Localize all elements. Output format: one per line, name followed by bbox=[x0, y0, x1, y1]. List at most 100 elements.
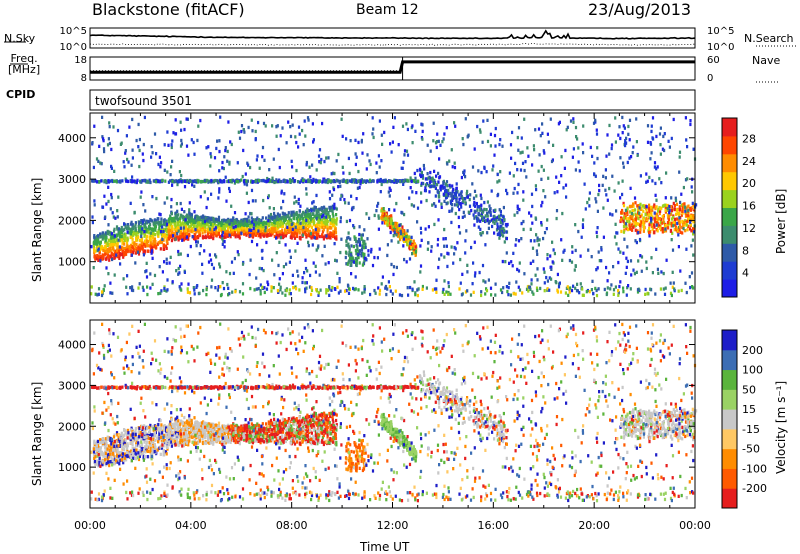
power-echo bbox=[131, 241, 134, 245]
power-echo bbox=[350, 254, 353, 259]
power-echo bbox=[378, 247, 381, 251]
power-echo bbox=[456, 241, 459, 245]
power-echo bbox=[577, 160, 580, 164]
power-echo bbox=[250, 212, 253, 216]
power-echo bbox=[93, 179, 96, 183]
power-echo bbox=[473, 223, 476, 227]
power-echo bbox=[143, 115, 146, 120]
power-echo bbox=[268, 206, 271, 210]
power-echo bbox=[442, 237, 445, 241]
power-echo bbox=[206, 179, 209, 183]
power-echo bbox=[591, 154, 594, 158]
power-echo bbox=[288, 222, 291, 226]
power-echo bbox=[228, 233, 231, 237]
power-echo bbox=[107, 185, 110, 189]
power-echo bbox=[655, 167, 658, 171]
power-echo bbox=[98, 144, 101, 148]
power-echo bbox=[673, 223, 676, 227]
power-echo bbox=[319, 288, 322, 292]
power-echo bbox=[310, 209, 313, 213]
power-echo bbox=[619, 136, 622, 141]
power-echo bbox=[343, 198, 346, 202]
power-echo bbox=[133, 210, 136, 215]
power-echo bbox=[629, 186, 632, 190]
power-echo bbox=[651, 215, 654, 219]
power-echo bbox=[411, 252, 414, 256]
power-echo bbox=[154, 233, 157, 237]
power-echo bbox=[282, 220, 285, 224]
power-echo bbox=[540, 177, 543, 181]
power-echo bbox=[169, 216, 172, 220]
power-echo bbox=[487, 221, 490, 225]
power-echo bbox=[375, 161, 378, 165]
power-echo bbox=[608, 152, 611, 156]
power-echo bbox=[372, 179, 375, 183]
power-echo bbox=[234, 219, 237, 223]
power-echo bbox=[142, 142, 145, 147]
power-echo bbox=[348, 256, 352, 260]
power-echo bbox=[335, 207, 338, 211]
power-echo bbox=[429, 179, 432, 183]
power-echo bbox=[507, 285, 510, 290]
power-echo bbox=[534, 216, 537, 220]
power-echo bbox=[315, 236, 318, 240]
power-echo bbox=[305, 187, 308, 191]
power-echo bbox=[362, 252, 365, 256]
power-echo bbox=[389, 179, 392, 183]
power-echo bbox=[535, 286, 539, 290]
power-echo bbox=[650, 124, 653, 128]
power-echo bbox=[629, 215, 632, 219]
power-echo bbox=[543, 151, 546, 155]
power-echo bbox=[377, 201, 380, 206]
power-echo bbox=[561, 211, 564, 216]
power-echo bbox=[155, 180, 158, 184]
power-echo bbox=[322, 228, 325, 232]
power-echo bbox=[680, 213, 683, 217]
power-echo bbox=[355, 180, 358, 184]
power-echo bbox=[102, 248, 105, 253]
power-echo bbox=[273, 220, 276, 225]
power-echo bbox=[664, 286, 667, 290]
power-echo bbox=[328, 179, 331, 183]
power-echo bbox=[662, 271, 665, 276]
power-echo bbox=[406, 243, 409, 247]
power-echo bbox=[247, 200, 250, 205]
power-echo bbox=[295, 200, 298, 204]
power-echo bbox=[446, 251, 449, 255]
power-echo bbox=[381, 142, 384, 146]
power-echo bbox=[387, 219, 390, 223]
power-echo bbox=[279, 220, 282, 224]
power-echo bbox=[457, 225, 461, 229]
power-echo bbox=[666, 206, 669, 211]
power-echo bbox=[218, 139, 221, 143]
power-echo bbox=[276, 227, 279, 231]
power-echo bbox=[227, 226, 230, 230]
power-echo bbox=[320, 215, 323, 219]
power-echo bbox=[462, 199, 465, 203]
power-echo bbox=[496, 222, 499, 226]
power-echo bbox=[173, 216, 176, 220]
power-echo bbox=[516, 168, 519, 172]
power-echo bbox=[298, 230, 301, 234]
power-echo bbox=[273, 227, 276, 231]
power-echo bbox=[655, 134, 658, 139]
power-echo bbox=[329, 218, 332, 222]
power-echo bbox=[412, 251, 415, 255]
power-echo bbox=[171, 230, 174, 234]
power-echo bbox=[195, 240, 198, 244]
power-echo bbox=[177, 272, 180, 276]
power-echo bbox=[517, 182, 520, 187]
power-echo bbox=[555, 175, 558, 179]
power-echo bbox=[536, 238, 539, 243]
power-echo bbox=[688, 275, 691, 279]
power-echo bbox=[108, 125, 111, 129]
power-echo bbox=[237, 232, 240, 236]
power-echo bbox=[213, 218, 216, 223]
power-echo bbox=[168, 219, 171, 224]
power-echo bbox=[580, 235, 583, 239]
power-echo bbox=[183, 224, 186, 228]
power-echo bbox=[619, 280, 622, 284]
power-echo bbox=[250, 188, 254, 193]
power-echo bbox=[279, 230, 282, 234]
power-echo bbox=[590, 255, 593, 259]
